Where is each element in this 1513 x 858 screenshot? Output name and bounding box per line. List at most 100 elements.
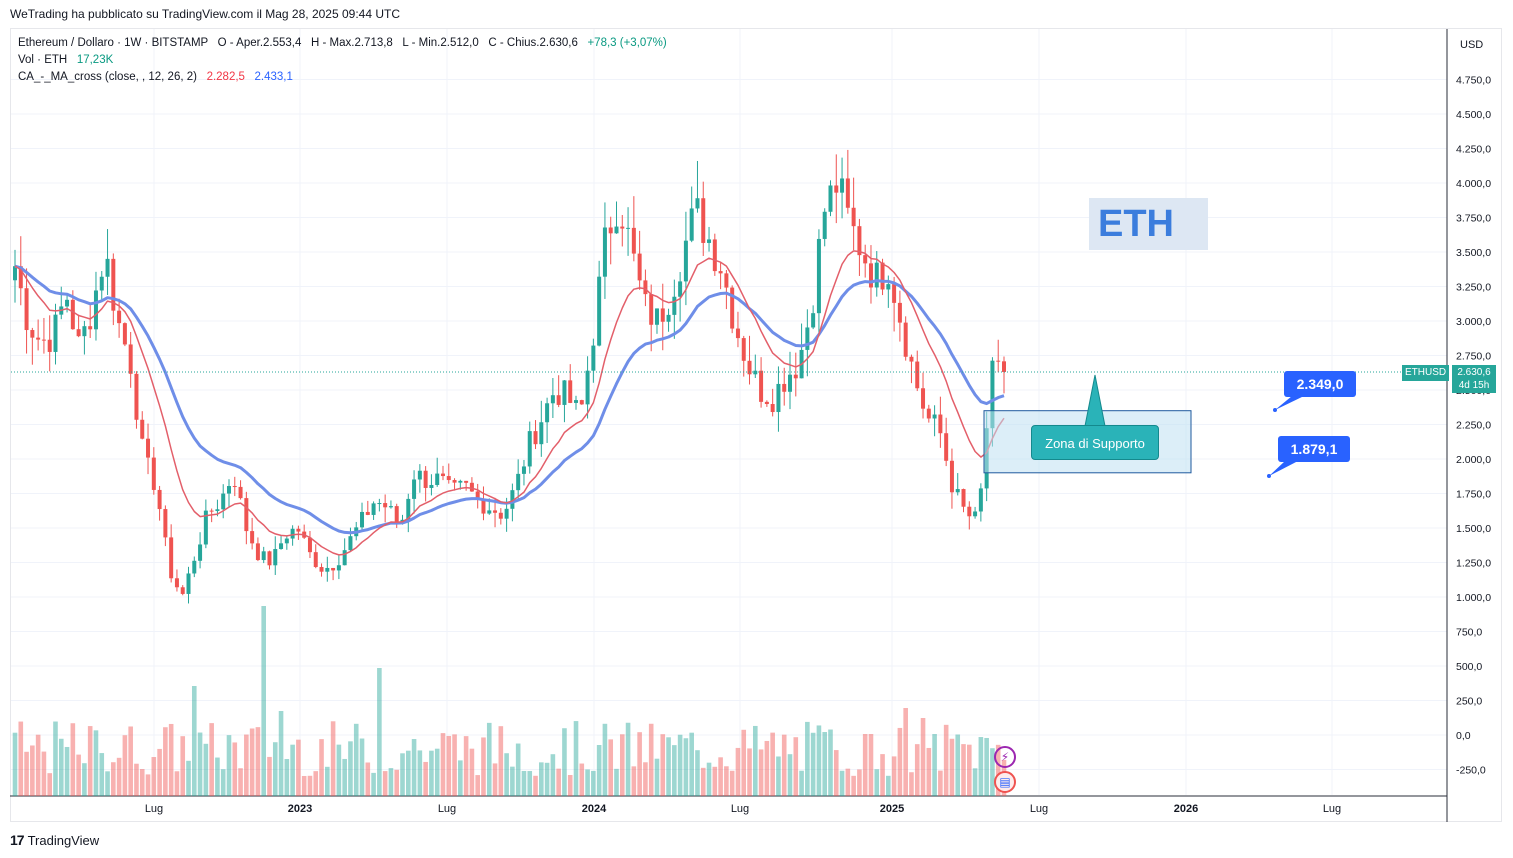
candle-body: [186, 573, 191, 594]
candle-body: [521, 466, 526, 474]
volume-bar: [99, 753, 105, 796]
candle-body: [978, 488, 983, 512]
tradingview-logo[interactable]: 17 TradingView: [10, 832, 99, 848]
candle-body: [1002, 361, 1006, 372]
candle-body: [221, 493, 226, 510]
volume-bar: [955, 734, 961, 796]
y-tick-label: 3.250,0: [1456, 282, 1491, 294]
eth-text-annotation[interactable]: ETH: [1089, 198, 1208, 250]
legend-h-label: H: [310, 37, 320, 49]
candle-body: [788, 374, 793, 392]
volume-bar: [631, 766, 637, 796]
volume-bar: [654, 758, 660, 796]
candle-body: [811, 313, 816, 328]
volume-bar: [417, 750, 423, 796]
time-axis[interactable]: Lug 2023 Lug 2024 Lug 2025 Lug 2026 Lug: [145, 803, 1341, 815]
candle-body: [342, 550, 347, 566]
volume-bar: [58, 738, 64, 796]
volume-bar: [712, 766, 718, 796]
fast-ma-line[interactable]: [14, 250, 1005, 556]
y-tick-label: 500,0: [1456, 661, 1482, 673]
legend-symbol[interactable]: Ethereum / Dollaro · 1W · BITSTAMP: [18, 37, 209, 49]
candle-body: [759, 370, 764, 402]
candle-body: [203, 510, 208, 545]
candle-body: [533, 431, 538, 445]
price-axis[interactable]: 4.750,0 4.500,0 4.250,0 4.000,0 3.750,0 3.500…: [1456, 75, 1491, 777]
volume-bar: [492, 763, 498, 796]
legend-low-value: Min.2.512,0: [418, 37, 479, 49]
candle-body: [458, 480, 463, 483]
last-price-label: 2.630,6 4d 15h: [1452, 365, 1496, 393]
candle-body: [174, 578, 179, 588]
volume-bar: [891, 756, 897, 796]
candle-body: [65, 299, 70, 307]
volume-bar: [828, 729, 833, 796]
y-tick-label: 4.000,0: [1456, 178, 1491, 190]
legend-l-label: L: [402, 37, 409, 49]
volume-bar: [458, 760, 463, 796]
volume-bar: [313, 771, 319, 796]
volume-bar: [735, 747, 741, 796]
candle-body: [718, 271, 723, 274]
candle-body: [255, 543, 260, 561]
volume-bar: [111, 762, 116, 796]
price-tag-lower[interactable]: 1.879,1: [1278, 436, 1350, 462]
price-tag-lower-pointer: [1269, 461, 1298, 476]
volume-bar: [70, 723, 76, 796]
y-tick-label: 1.000,0: [1456, 592, 1491, 604]
volume-bar: [926, 747, 932, 796]
legend-indicator-label[interactable]: CA_-_MA_cross (close, , 12, 26, 2): [18, 71, 197, 83]
y-tick-label: 4.500,0: [1456, 109, 1491, 121]
candle-body: [146, 438, 151, 458]
lightning-icon[interactable]: ⚡: [994, 746, 1016, 768]
candle-body: [735, 328, 740, 339]
candle-body: [99, 276, 104, 291]
y-tick-label: 2.000,0: [1456, 454, 1491, 466]
candle-body: [973, 511, 978, 517]
slow-ma-line[interactable]: [14, 264, 1005, 535]
us-flag-event-icon[interactable]: ▤: [994, 771, 1016, 793]
candle-body: [244, 498, 249, 532]
volume-bar: [168, 723, 174, 796]
y-tick-label: 2.250,0: [1456, 420, 1491, 432]
volume-bar: [325, 766, 330, 796]
volume-bar: [475, 775, 480, 796]
candle-body: [348, 536, 353, 551]
volume-bar: [197, 732, 203, 796]
candle-body: [319, 567, 324, 572]
volume-bar: [35, 734, 41, 796]
price-tag-upper-pointer: [1275, 396, 1304, 410]
volume-bar: [562, 728, 567, 796]
volume-bar: [816, 725, 822, 796]
volume-bar: [677, 734, 683, 796]
legend-vol-label[interactable]: Vol · ETH: [18, 54, 68, 66]
volume-bar: [400, 753, 405, 796]
candle-body: [608, 227, 613, 234]
candle-body: [30, 330, 35, 338]
x-tick-label: Lug: [731, 803, 749, 815]
candle-body: [371, 503, 376, 515]
bar-countdown: 4d 15h: [1458, 380, 1490, 391]
candle-body: [157, 489, 162, 510]
candle-body: [585, 370, 590, 405]
volume-bar: [799, 770, 804, 796]
volume-bar: [12, 732, 18, 796]
candle-body: [886, 284, 891, 290]
candles[interactable]: [13, 149, 1006, 604]
volume-bar: [515, 743, 521, 796]
support-zone-callout[interactable]: Zona di Supporto: [1031, 425, 1159, 460]
candle-body: [909, 356, 914, 362]
price-tag-upper[interactable]: 2.349,0: [1284, 371, 1356, 397]
candle-body: [18, 266, 23, 289]
candle-body: [834, 185, 839, 193]
candle-body: [863, 255, 868, 264]
volume-bar: [903, 708, 908, 796]
currency-label[interactable]: USD: [1460, 39, 1484, 51]
x-tick-label: 2023: [288, 803, 312, 815]
candle-body: [250, 531, 255, 544]
chart-legend: Ethereum / Dollaro · 1W · BITSTAMP O - A…: [18, 35, 667, 86]
volume-bar: [163, 727, 168, 796]
candle-body: [782, 383, 787, 392]
candle-body: [238, 486, 243, 499]
